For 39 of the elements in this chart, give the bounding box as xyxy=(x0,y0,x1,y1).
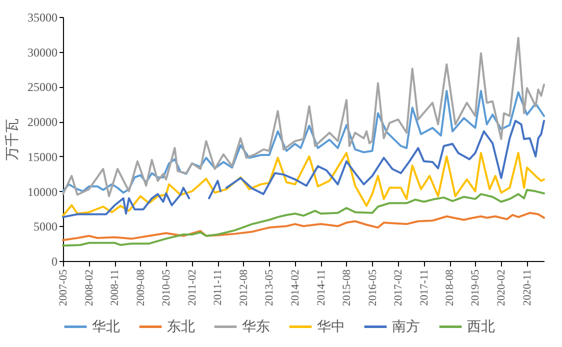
line-series xyxy=(62,188,545,247)
y-tick-label: 10000 xyxy=(28,184,58,199)
x-tick-label: 2020-11 xyxy=(521,270,534,306)
x-tick-label: 2019-05 xyxy=(470,269,482,306)
y-tick-label: 20000 xyxy=(28,115,58,130)
legend-label: 东北 xyxy=(167,318,195,335)
y-tick-label: 30000 xyxy=(28,45,58,60)
legend-label: 华中 xyxy=(317,318,345,335)
x-tick-label: 2017-02 xyxy=(392,270,405,306)
legend-label: 华北 xyxy=(92,318,120,335)
x-tick-label: 2013-05 xyxy=(264,269,276,306)
x-tick-label: 2016-05 xyxy=(366,269,379,306)
x-tick-label: 2018-08 xyxy=(444,269,456,306)
legend-label: 西北 xyxy=(467,318,495,335)
y-tick-label: 25000 xyxy=(28,80,58,94)
y-axis-title: 万千瓦 xyxy=(4,118,20,160)
x-tick-label: 2012-08 xyxy=(238,269,250,306)
x-tick-label: 2011-11 xyxy=(212,270,224,306)
x-tick-label: 2007-05 xyxy=(58,269,70,306)
x-tick-label: 2008-02 xyxy=(83,270,96,306)
x-tick-label: 2010-05 xyxy=(160,269,173,306)
x-tick-label: 2014-02 xyxy=(290,270,302,306)
line-series xyxy=(62,90,545,194)
line-series xyxy=(62,36,545,198)
line-series xyxy=(62,152,545,217)
x-tick-label: 2008-11 xyxy=(109,270,122,306)
legend-label: 南方 xyxy=(392,318,420,335)
line-series xyxy=(62,212,545,242)
x-tick-label: 2015-08 xyxy=(340,269,353,306)
x-tick-label: 2017-11 xyxy=(418,270,430,306)
x-tick-label: 2020-02 xyxy=(496,270,508,306)
x-tick-label: 2011-02 xyxy=(186,270,199,306)
y-tick-label: 15000 xyxy=(28,150,58,164)
x-tick-label: 2009-08 xyxy=(134,269,147,306)
x-tick-label: 2014-11 xyxy=(315,270,328,306)
y-tick-label: 0 xyxy=(52,254,58,268)
legend-label: 华东 xyxy=(242,318,270,335)
y-tick-label: 5000 xyxy=(34,220,58,234)
y-tick-label: 35000 xyxy=(28,10,58,24)
